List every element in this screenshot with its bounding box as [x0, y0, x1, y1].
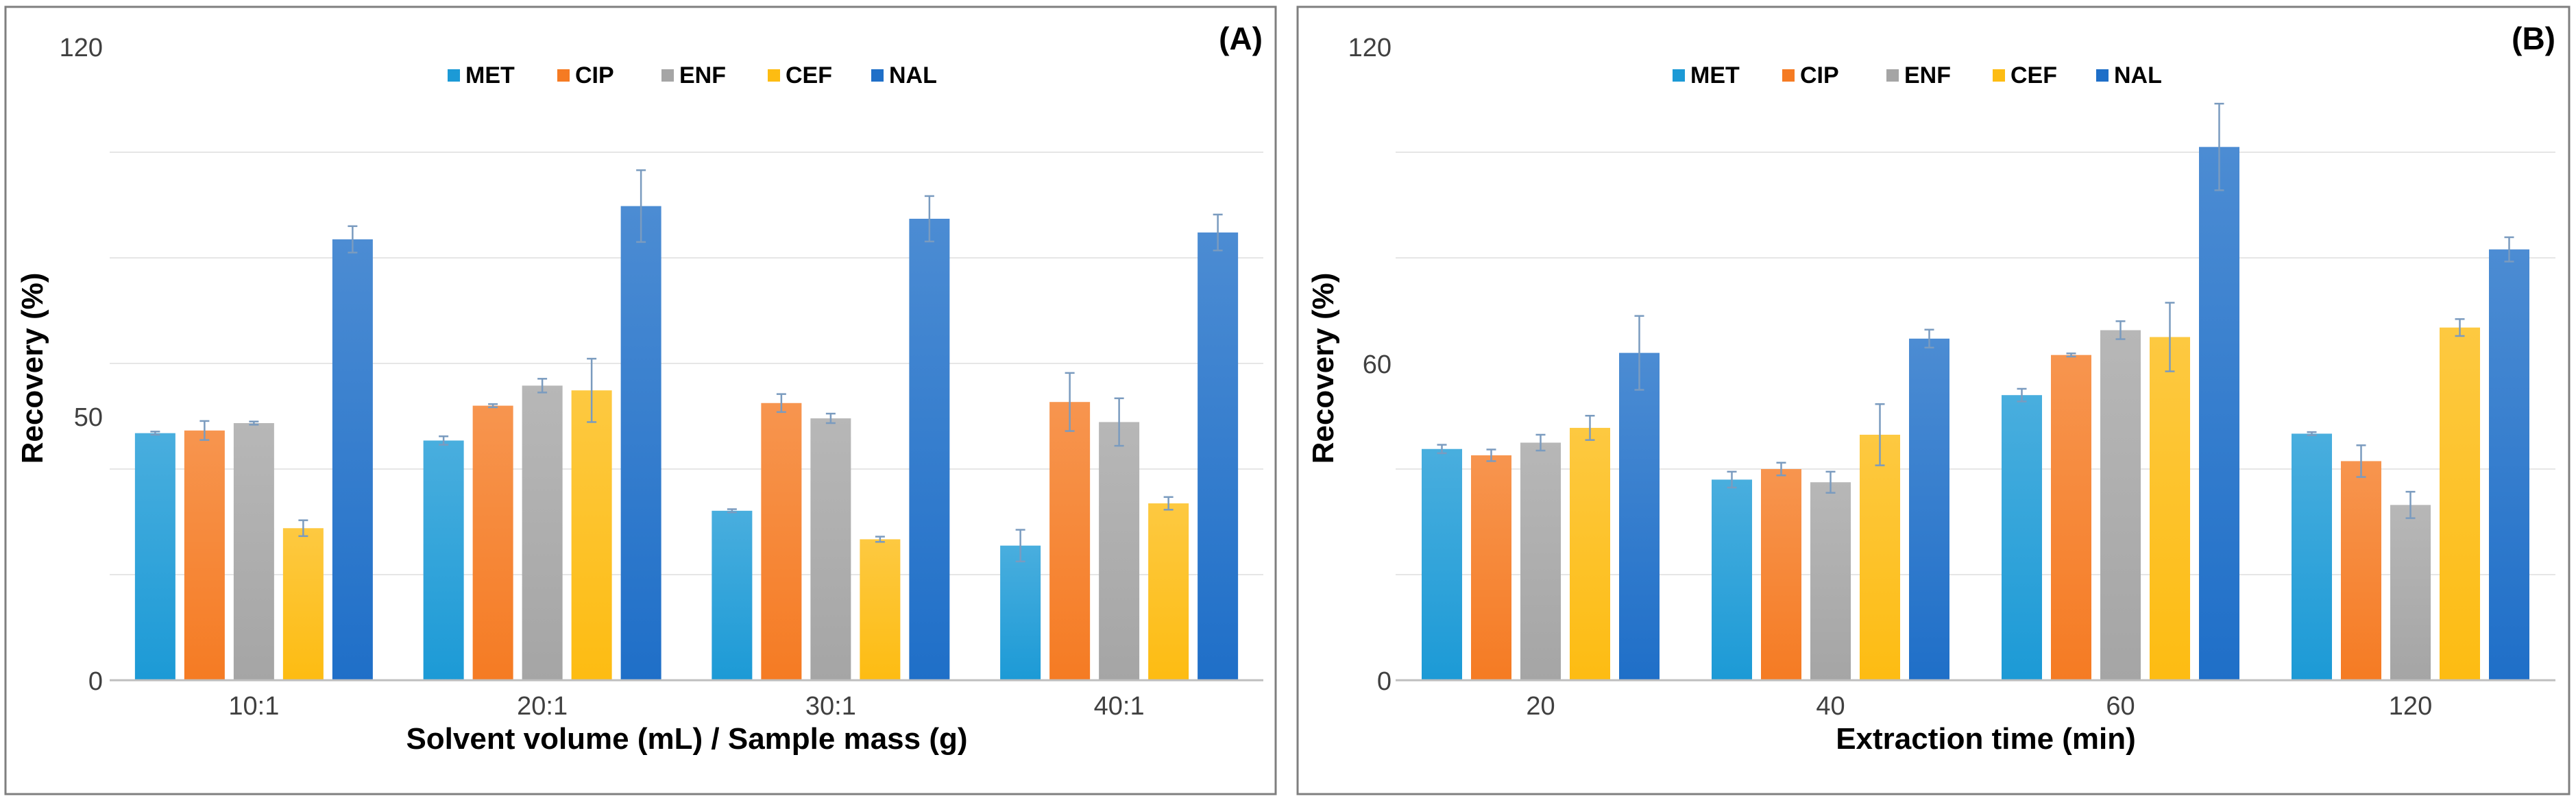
- panel-a-bar-cef-0: [282, 528, 324, 680]
- panel-b-y-axis-label: Recovery (%): [1307, 273, 1340, 464]
- panel-b-y-tick-labels: 0 60 120: [1348, 34, 1392, 696]
- panel-b-legend-label-cip: CIP: [1800, 62, 1839, 88]
- panel-a-y-tick-label: 0: [88, 667, 103, 696]
- panel-a-bars: [134, 206, 1239, 680]
- panel-b-bars: [1422, 147, 2529, 681]
- panel-a-bar-enf-1: [522, 385, 563, 680]
- panel-b-bar-cef-0: [1570, 427, 1610, 680]
- panel-a-bar-nal-2: [909, 219, 950, 680]
- panel-b-x-tick-label: 60: [2106, 692, 2135, 721]
- panel-b-bar-nal-0: [1619, 352, 1660, 680]
- panel-a-y-axis-label: Recovery (%): [16, 273, 49, 464]
- panel-a-label: (A): [1219, 21, 1263, 56]
- panel-a-bar-met-0: [134, 433, 175, 680]
- panel-a-bar-met-3: [1000, 545, 1041, 680]
- panel-b-bar-enf-3: [2390, 505, 2431, 680]
- panel-b-bar-enf-1: [1810, 482, 1851, 680]
- panel-b-x-axis-label: Extraction time (min): [1836, 722, 2136, 756]
- panel-a-x-tick-label: 10:1: [228, 692, 279, 721]
- panel-b-bar-cip-1: [1761, 469, 1801, 680]
- panel-a-legend-swatch-cip: [557, 69, 570, 82]
- panel-a-x-axis-label: Solvent volume (mL) / Sample mass (g): [406, 722, 967, 756]
- panel-b-legend-label-cef: CEF: [2010, 62, 2057, 88]
- panel-a-bar-enf-2: [810, 418, 851, 680]
- panel-b-legend-label-enf: ENF: [1904, 62, 1951, 88]
- panel-a-y-tick-label: 120: [60, 34, 103, 62]
- panel-b-bar-enf-2: [2100, 330, 2141, 680]
- panel-a-y-tick-labels: 0 50 120: [60, 34, 103, 696]
- panel-a-bar-enf-3: [1099, 422, 1140, 680]
- panel-b-legend-label-nal: NAL: [2114, 62, 2162, 88]
- panel-b-legend-swatch-met: [1673, 69, 1685, 82]
- panel-b-x-tick-label: 120: [2389, 692, 2432, 721]
- panel-a-legend-label-cef: CEF: [786, 62, 832, 88]
- panel-a-legend-swatch-enf: [661, 69, 674, 82]
- panel-a-bar-cip-2: [761, 403, 802, 680]
- panel-b-legend-swatch-enf: [1886, 69, 1899, 82]
- panel-a-x-tick-label: 20:1: [517, 692, 568, 721]
- panel-b-x-tick-labels: 20 40 60 120: [1526, 692, 2432, 721]
- panel-a-bar-nal-0: [332, 239, 373, 680]
- panel-b-bar-nal-2: [2199, 147, 2239, 681]
- panel-a-bar-nal-3: [1198, 232, 1239, 680]
- panel-a: 0 50 120 10:1 20:1 30:1 40:1 Recovery (%) Sol…: [4, 5, 1277, 795]
- panel-a-x-tick-labels: 10:1 20:1 30:1 40:1: [228, 692, 1144, 721]
- panel-b-bar-met-2: [2002, 395, 2042, 680]
- panel-b-bar-nal-1: [1909, 338, 1949, 680]
- panel-a-legend-swatch-nal: [871, 69, 884, 82]
- panel-b-y-tick-label: 0: [1377, 667, 1392, 696]
- panel-b-bar-cef-3: [2440, 327, 2480, 680]
- panel-a-bar-cef-2: [860, 539, 901, 680]
- panel-b-bar-cip-0: [1471, 455, 1511, 680]
- panel-b-bar-met-0: [1422, 448, 1462, 680]
- panel-b-legend-swatch-nal: [2096, 69, 2109, 82]
- panel-a-legend-label-cip: CIP: [575, 62, 614, 88]
- panel-a-legend: MET CIP ENF CEF NAL: [448, 62, 937, 88]
- panel-a-bar-enf-0: [233, 423, 274, 680]
- panel-a-y-tick-label: 50: [74, 403, 103, 432]
- panel-b-legend: MET CIP ENF CEF NAL: [1673, 62, 2162, 88]
- panel-b-legend-swatch-cef: [1993, 69, 2005, 82]
- panel-b-legend-swatch-cip: [1782, 69, 1795, 82]
- panel-b-y-tick-label: 120: [1348, 34, 1392, 62]
- panel-a-bar-cip-0: [184, 430, 225, 680]
- panel-a-bar-cip-3: [1049, 402, 1091, 680]
- panel-b-bar-cip-2: [2051, 355, 2091, 680]
- panel-b: 0 60 120 20 40 60 120 Recovery (%) Extraction…: [1296, 5, 2571, 795]
- panel-a-legend-label-nal: NAL: [889, 62, 937, 88]
- panel-b-legend-label-met: MET: [1690, 62, 1740, 88]
- panel-a-x-tick-label: 30:1: [805, 692, 856, 721]
- panel-b-bar-nal-3: [2489, 249, 2529, 680]
- panel-b-label: (B): [2512, 21, 2555, 56]
- panel-a-bar-cef-3: [1148, 503, 1189, 680]
- panel-b-bar-enf-0: [1520, 442, 1561, 680]
- panel-a-legend-label-met: MET: [465, 62, 515, 88]
- panel-a-legend-swatch-cef: [768, 69, 780, 82]
- panel-a-legend-label-enf: ENF: [679, 62, 726, 88]
- panel-b-errorbars: [1437, 102, 2514, 519]
- panel-a-bar-cef-1: [571, 390, 612, 680]
- panel-b-y-tick-label: 60: [1363, 350, 1392, 379]
- panel-a-bar-met-1: [423, 440, 464, 680]
- panel-b-bar-met-3: [2292, 433, 2332, 680]
- panel-b-bar-cip-3: [2341, 461, 2381, 680]
- panel-a-bar-nal-1: [620, 206, 661, 680]
- panel-b-x-tick-label: 20: [1526, 692, 1555, 721]
- panel-b-bar-cef-1: [1860, 434, 1900, 680]
- panel-a-bar-met-2: [712, 510, 753, 680]
- panel-b-x-tick-label: 40: [1816, 692, 1845, 721]
- panel-a-legend-swatch-met: [448, 69, 460, 82]
- panel-a-x-tick-label: 40:1: [1094, 692, 1145, 721]
- panel-b-bar-cef-2: [2150, 337, 2190, 680]
- panel-a-bar-cip-1: [472, 405, 513, 680]
- panel-b-bar-met-1: [1712, 479, 1752, 680]
- panel-a-errorbars: [150, 169, 1223, 562]
